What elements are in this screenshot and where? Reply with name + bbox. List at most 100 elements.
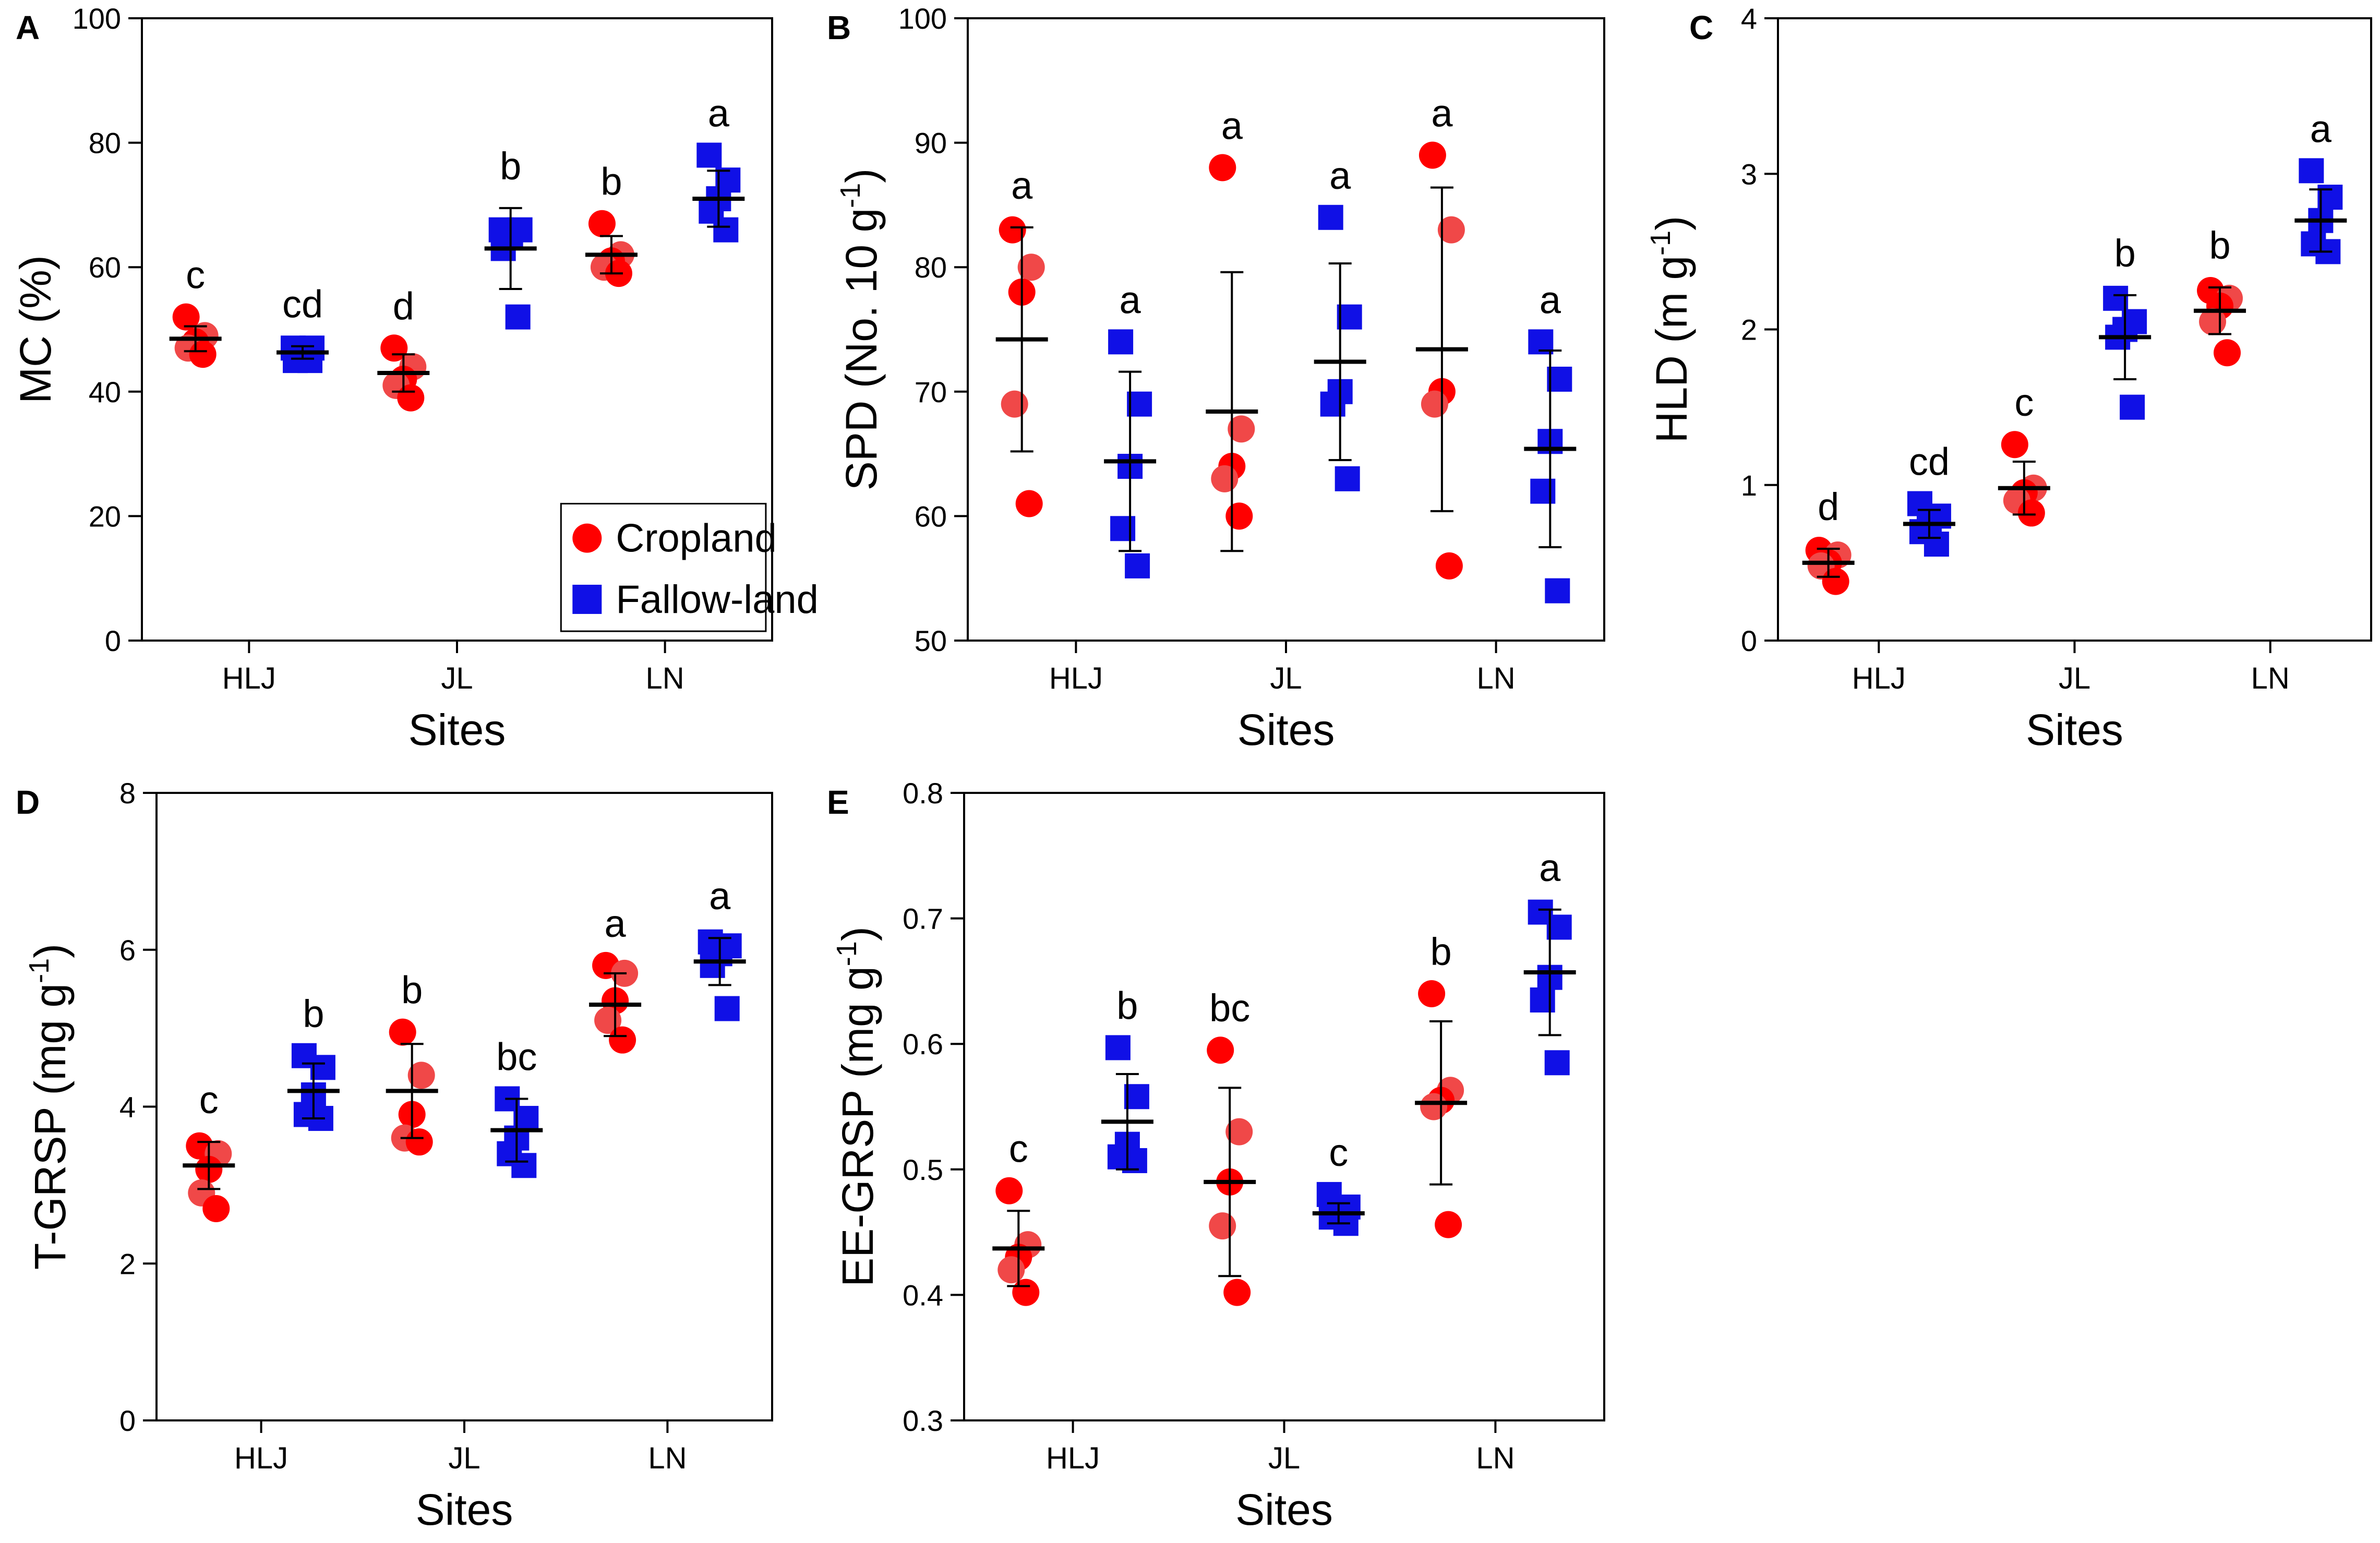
x-tick-label: LN bbox=[2251, 661, 2290, 695]
y-axis-title-end: ) bbox=[26, 944, 75, 958]
significance-letter: a bbox=[709, 874, 731, 918]
panel-label: E bbox=[827, 783, 849, 821]
significance-letter: a bbox=[708, 91, 730, 135]
x-axis-title: Sites bbox=[1237, 705, 1335, 754]
series-Cropland: a a a bbox=[995, 91, 1468, 580]
data-point-square bbox=[2299, 158, 2324, 184]
series-Fallow-land: a a a bbox=[1104, 154, 1577, 604]
y-axis-title-superscript: -1 bbox=[1645, 231, 1676, 256]
y-axis-title: HLD (m g-1) bbox=[1645, 216, 1696, 443]
y-tick-label: 50 bbox=[915, 624, 947, 657]
plot-frame bbox=[967, 17, 1605, 642]
x-tick-label: HLJ bbox=[1852, 661, 1906, 695]
y-axis-title: MC (%) bbox=[11, 255, 60, 404]
series-Fallow-land: cd b a bbox=[277, 91, 745, 373]
y-axis-title-end: ) bbox=[1647, 216, 1696, 231]
significance-letter: b bbox=[2114, 232, 2136, 275]
data-point-square bbox=[714, 996, 740, 1021]
significance-letter: a bbox=[1539, 846, 1561, 889]
significance-letter: c bbox=[1009, 1127, 1028, 1171]
y-tick-label: 80 bbox=[915, 251, 947, 284]
data-point-circle bbox=[1209, 1212, 1236, 1240]
data-point-circle bbox=[995, 1177, 1023, 1204]
panel-label: B bbox=[827, 9, 851, 46]
data-point-square bbox=[1110, 516, 1136, 541]
data-point-square bbox=[1108, 329, 1134, 355]
y-tick-label: 4 bbox=[119, 1091, 136, 1124]
data-point-square bbox=[505, 304, 531, 330]
data-point-circle bbox=[1225, 502, 1253, 530]
data-point-circle bbox=[1435, 552, 1463, 580]
x-tick-label: JL bbox=[1270, 661, 1302, 695]
y-axis-title-main: HLD (m g bbox=[1647, 256, 1696, 443]
data-point-circle bbox=[1211, 465, 1239, 492]
significance-letter: b bbox=[600, 160, 622, 203]
data-point-circle bbox=[1207, 1036, 1234, 1064]
data-point-circle bbox=[1822, 568, 1849, 595]
data-point-circle bbox=[2017, 499, 2045, 527]
panel-B: B 50 60 70 80 90 100 HLJ JL LN Sites SPD (No. 10 g-… bbox=[827, 2, 1605, 754]
legend-marker-circle bbox=[572, 523, 602, 553]
y-tick-label: 2 bbox=[1741, 314, 1757, 346]
data-point-circle bbox=[1437, 216, 1465, 244]
y-axis-title-main: EE-GRSP (mg g bbox=[833, 966, 882, 1287]
y-tick-label: 1 bbox=[1741, 469, 1757, 502]
data-point-circle bbox=[999, 216, 1026, 244]
significance-letter: bc bbox=[1209, 986, 1250, 1030]
y-tick-label: 8 bbox=[119, 777, 136, 810]
x-tick-label: LN bbox=[1477, 661, 1516, 695]
x-tick-label: HLJ bbox=[234, 1441, 288, 1475]
y-axis-title-superscript: -1 bbox=[23, 958, 55, 983]
y-tick-label: 40 bbox=[89, 376, 121, 408]
data-point-circle bbox=[588, 210, 616, 237]
data-point-square bbox=[1320, 391, 1345, 417]
panel-label: A bbox=[16, 9, 40, 46]
significance-letter: a bbox=[1540, 278, 1561, 321]
y-axis-title: T-GRSP (mg g-1) bbox=[23, 944, 75, 1270]
y-tick-label: 20 bbox=[89, 500, 121, 533]
data-point-circle bbox=[1435, 1211, 1462, 1238]
x-tick-label: LN bbox=[646, 661, 684, 695]
data-point-circle bbox=[407, 1062, 435, 1089]
data-point-circle bbox=[2001, 431, 2028, 459]
significance-letter: a bbox=[1011, 164, 1033, 207]
y-axis-title: EE-GRSP (mg g-1) bbox=[831, 926, 882, 1287]
data-point-circle bbox=[405, 1128, 433, 1156]
data-point-circle bbox=[1017, 254, 1045, 281]
data-point-square bbox=[511, 1153, 537, 1178]
series-Cropland: d c b bbox=[1802, 224, 2246, 595]
x-axis-title: Sites bbox=[416, 1485, 513, 1534]
x-tick-label: HLJ bbox=[1046, 1441, 1100, 1475]
x-tick-label: LN bbox=[1476, 1441, 1514, 1475]
data-point-square bbox=[700, 953, 725, 978]
panel-C: C 0 1 2 3 4 HLJ JL LN Sites HLD (m g-1) d c b cd b a bbox=[1645, 2, 2372, 754]
significance-letter: b bbox=[1116, 984, 1138, 1027]
significance-letter: cd bbox=[282, 283, 323, 326]
data-point-circle bbox=[997, 1256, 1025, 1284]
x-tick-label: JL bbox=[1268, 1441, 1300, 1475]
data-point-circle bbox=[1228, 415, 1255, 443]
y-tick-label: 0.3 bbox=[903, 1404, 943, 1437]
data-point-square bbox=[1125, 553, 1150, 578]
plot-frame bbox=[155, 792, 773, 1421]
y-tick-label: 90 bbox=[915, 127, 947, 160]
significance-letter: b bbox=[500, 144, 521, 188]
y-axis-title-main: MC (%) bbox=[11, 255, 60, 404]
data-point-circle bbox=[1419, 141, 1446, 169]
x-tick-label: JL bbox=[2059, 661, 2090, 695]
significance-letter: c bbox=[2014, 381, 2034, 424]
x-tick-label: HLJ bbox=[1049, 661, 1103, 695]
y-tick-label: 80 bbox=[89, 127, 121, 160]
data-point-square bbox=[1544, 1050, 1570, 1076]
y-axis-title-end: ) bbox=[837, 168, 886, 183]
y-axis-title-end: ) bbox=[833, 926, 882, 941]
legend: Cropland Fallow-land bbox=[560, 503, 819, 632]
plot-frame bbox=[963, 792, 1605, 1421]
significance-letter: b bbox=[2209, 224, 2230, 267]
y-tick-label: 0.5 bbox=[903, 1153, 943, 1186]
panel-label: C bbox=[1689, 9, 1713, 46]
y-tick-label: 6 bbox=[119, 934, 136, 967]
significance-letter: a bbox=[1329, 154, 1351, 197]
